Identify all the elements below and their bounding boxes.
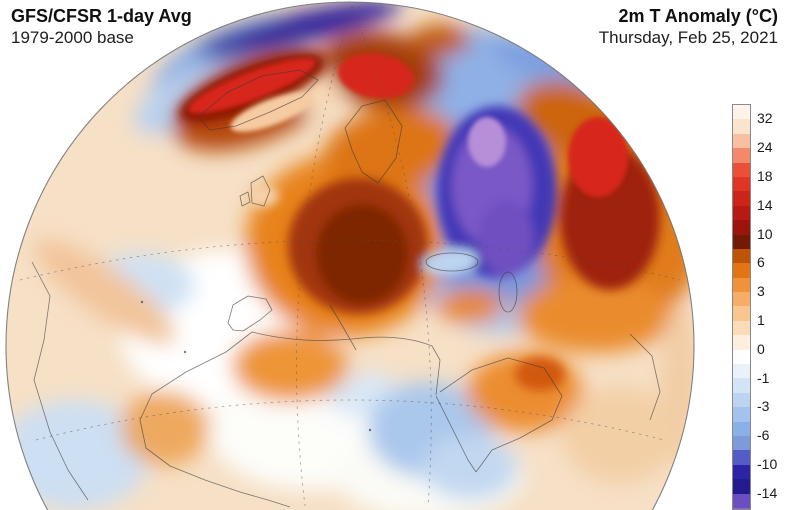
colorbar-segment xyxy=(733,493,750,508)
colorbar-segment xyxy=(733,435,750,451)
colorbar-segment xyxy=(733,421,750,436)
colorbar-segment xyxy=(733,306,750,321)
colorbar-segment xyxy=(733,105,750,120)
colorbar-segment xyxy=(733,464,750,480)
colorbar-segment xyxy=(733,507,750,509)
header-left: GFS/CFSR 1-day Avg 1979-2000 base xyxy=(11,5,192,48)
colorbar-segment xyxy=(733,205,750,221)
model-title: GFS/CFSR 1-day Avg xyxy=(11,6,192,26)
colorbar-segment xyxy=(733,292,750,307)
colorbar-segment xyxy=(733,407,750,422)
date-subtitle: Thursday, Feb 25, 2021 xyxy=(598,28,778,47)
colorbar-segment xyxy=(733,364,750,379)
header-right: 2m T Anomaly (°C) Thursday, Feb 25, 2021 xyxy=(599,5,778,48)
colorbar-segment xyxy=(733,220,750,235)
colorbar-segment xyxy=(733,162,750,177)
colorbar-segment xyxy=(733,119,750,134)
colorbar-segment xyxy=(733,479,750,494)
variable-title: 2m T Anomaly (°C) xyxy=(618,6,778,26)
colorbar-segment xyxy=(733,248,750,264)
colorbar-segment xyxy=(733,176,750,192)
coastlines xyxy=(31,69,661,508)
graticule-lines xyxy=(19,5,681,507)
globe-limb-outline xyxy=(5,1,695,510)
anomaly-fields-extreme xyxy=(188,53,628,197)
colorbar-segment xyxy=(733,191,750,206)
colorbar-segment xyxy=(733,263,750,278)
colorbar-segment xyxy=(733,335,750,350)
colorbar-segment xyxy=(733,320,750,336)
baseline-subtitle: 1979-2000 base xyxy=(11,28,134,47)
colorbar xyxy=(732,104,751,510)
colorbar-segment xyxy=(733,234,750,249)
colorbar-segment xyxy=(733,277,750,293)
colorbar-segment xyxy=(733,133,750,149)
colorbar-segment xyxy=(733,392,750,408)
colorbar-segment xyxy=(733,450,750,465)
colorbar-segment xyxy=(733,378,750,393)
colorbar-segment xyxy=(733,148,750,163)
colorbar-segment xyxy=(733,349,750,365)
